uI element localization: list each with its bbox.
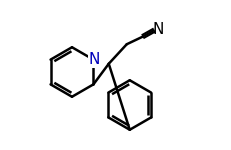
Text: N: N bbox=[88, 52, 100, 67]
Text: N: N bbox=[152, 22, 164, 37]
